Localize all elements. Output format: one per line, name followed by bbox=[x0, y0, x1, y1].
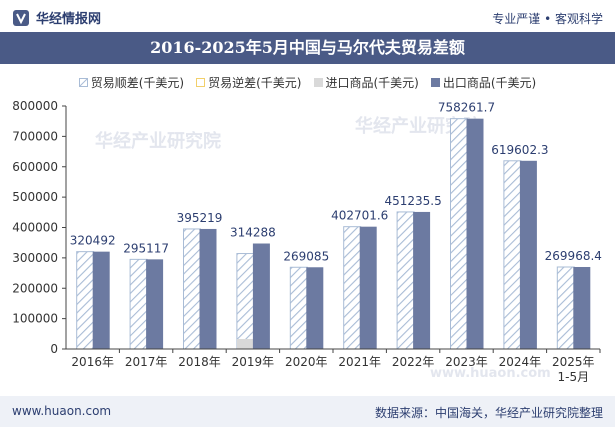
footer-source: 数据来源：中国海关，华经产业研究院整理 bbox=[374, 406, 603, 420]
y-tick-label: 400000 bbox=[12, 221, 58, 235]
x-axis: 2016年 2017年 2018年 2019年 2020年 2021年 2022年 2023年… bbox=[66, 348, 601, 384]
x-tick-label: 2023年 bbox=[445, 355, 488, 369]
y-tick-label: 0 bbox=[50, 342, 58, 356]
legend-item-deficit: 贸易逆差(千美元) bbox=[196, 72, 302, 92]
x-tick-label: 2021年 bbox=[338, 355, 381, 369]
bar-surplus bbox=[556, 266, 575, 350]
y-tick-label: 600000 bbox=[12, 160, 58, 174]
bar-export bbox=[199, 228, 217, 349]
legend-swatch-export bbox=[430, 77, 440, 87]
x-tick-label: 2018年 bbox=[178, 355, 221, 369]
legend-label-export: 出口商品(千美元) bbox=[442, 75, 537, 90]
footer-site: www.huaon.com bbox=[12, 404, 112, 418]
watermark-text: 华经产业研究院 bbox=[95, 130, 221, 152]
tagline: 专业严谨 • 客观科学 bbox=[492, 12, 603, 26]
data-label: 402701.6 bbox=[331, 209, 388, 223]
bar-surplus bbox=[503, 160, 522, 350]
y-tick-label: 700000 bbox=[12, 129, 58, 143]
bar-surplus bbox=[450, 118, 468, 350]
legend-item-export: 出口商品(千美元) bbox=[430, 72, 537, 92]
bar-export bbox=[306, 267, 324, 349]
data-label: 395219 bbox=[177, 211, 223, 225]
data-label: 314288 bbox=[230, 226, 276, 240]
chart-title: 2016-2025年5月中国与马尔代夫贸易差额 bbox=[150, 38, 465, 57]
bar-export bbox=[92, 251, 110, 349]
y-axis: 0 100000 200000 300000 400000 500000 600000 700… bbox=[12, 99, 67, 356]
x-tick-label: 2025年 bbox=[552, 355, 595, 369]
y-tick-label: 300000 bbox=[12, 251, 58, 265]
data-label: 269968.4 bbox=[545, 249, 602, 263]
logo: 华经情报网 bbox=[12, 8, 101, 27]
bars bbox=[76, 118, 591, 350]
bar-export bbox=[146, 259, 164, 349]
x-tick-label: 2019年 bbox=[232, 355, 275, 369]
legend-label-import: 进口商品(千美元) bbox=[325, 75, 419, 90]
bar-surplus bbox=[236, 253, 255, 350]
bar-export bbox=[519, 160, 537, 349]
legend-label-surplus: 贸易顺差(千美元) bbox=[90, 75, 185, 90]
data-labels: 320492 295117 395219 314288 269085 402701.645… bbox=[70, 101, 602, 264]
bar-surplus bbox=[289, 266, 308, 350]
data-label: 320492 bbox=[70, 234, 116, 248]
y-tick-label: 500000 bbox=[12, 190, 58, 204]
bar-export bbox=[466, 118, 484, 349]
x-tick-label: 1-5月 bbox=[557, 370, 589, 384]
legend-label-deficit: 贸易逆差(千美元) bbox=[208, 75, 302, 90]
y-tick-label: 800000 bbox=[12, 99, 58, 113]
x-tick-label: 2022年 bbox=[392, 355, 435, 369]
bar-surplus bbox=[396, 211, 415, 350]
bar-surplus bbox=[343, 226, 362, 350]
data-label: 758261.7 bbox=[438, 101, 495, 115]
x-tick-label: 2024年 bbox=[499, 355, 542, 369]
logo-text: 华经情报网 bbox=[36, 12, 102, 27]
top-bar: 华经情报网 专业严谨 • 客观科学 bbox=[0, 0, 615, 32]
watermark-url: www.huaon.com bbox=[430, 366, 551, 381]
bar-import bbox=[236, 338, 254, 349]
legend-item-import: 进口商品(千美元) bbox=[313, 72, 419, 92]
x-tick-label: 2020年 bbox=[285, 355, 328, 369]
logo-icon bbox=[13, 9, 29, 26]
legend: 贸易顺差(千美元) 贸易逆差(千美元) 进口商品(千美元) 出口商品(千美元) bbox=[0, 72, 615, 92]
data-label: 269085 bbox=[283, 249, 329, 263]
bar-export bbox=[413, 211, 431, 349]
bar-surplus bbox=[183, 228, 201, 350]
data-label: 451235.5 bbox=[384, 194, 441, 208]
bar-surplus bbox=[129, 258, 148, 350]
bar-chart: 华经产业研究院 华经产业研究院 www.huaon.com 0 100000 200… bbox=[12, 99, 602, 384]
y-tick-label: 200000 bbox=[12, 281, 58, 295]
bar-export bbox=[573, 266, 591, 349]
data-label: 619602.3 bbox=[491, 143, 548, 157]
x-tick-label: 2017年 bbox=[125, 355, 168, 369]
data-label: 295117 bbox=[123, 241, 169, 255]
title-bar: 2016-2025年5月中国与马尔代夫贸易差额 bbox=[0, 32, 615, 64]
bar-export bbox=[359, 226, 377, 349]
bar-export bbox=[252, 243, 270, 349]
legend-swatch-import bbox=[313, 77, 323, 87]
legend-item-surplus: 贸易顺差(千美元) bbox=[78, 72, 185, 92]
y-tick-label: 100000 bbox=[12, 312, 58, 326]
legend-swatch-deficit bbox=[196, 77, 206, 87]
footer: www.huaon.com 数据来源：中国海关，华经产业研究院整理 bbox=[0, 396, 615, 427]
x-tick-label: 2016年 bbox=[71, 355, 114, 369]
watermark-text: 华经产业研究院 bbox=[355, 115, 481, 137]
legend-swatch-surplus bbox=[78, 77, 88, 87]
bar-surplus bbox=[76, 251, 95, 350]
